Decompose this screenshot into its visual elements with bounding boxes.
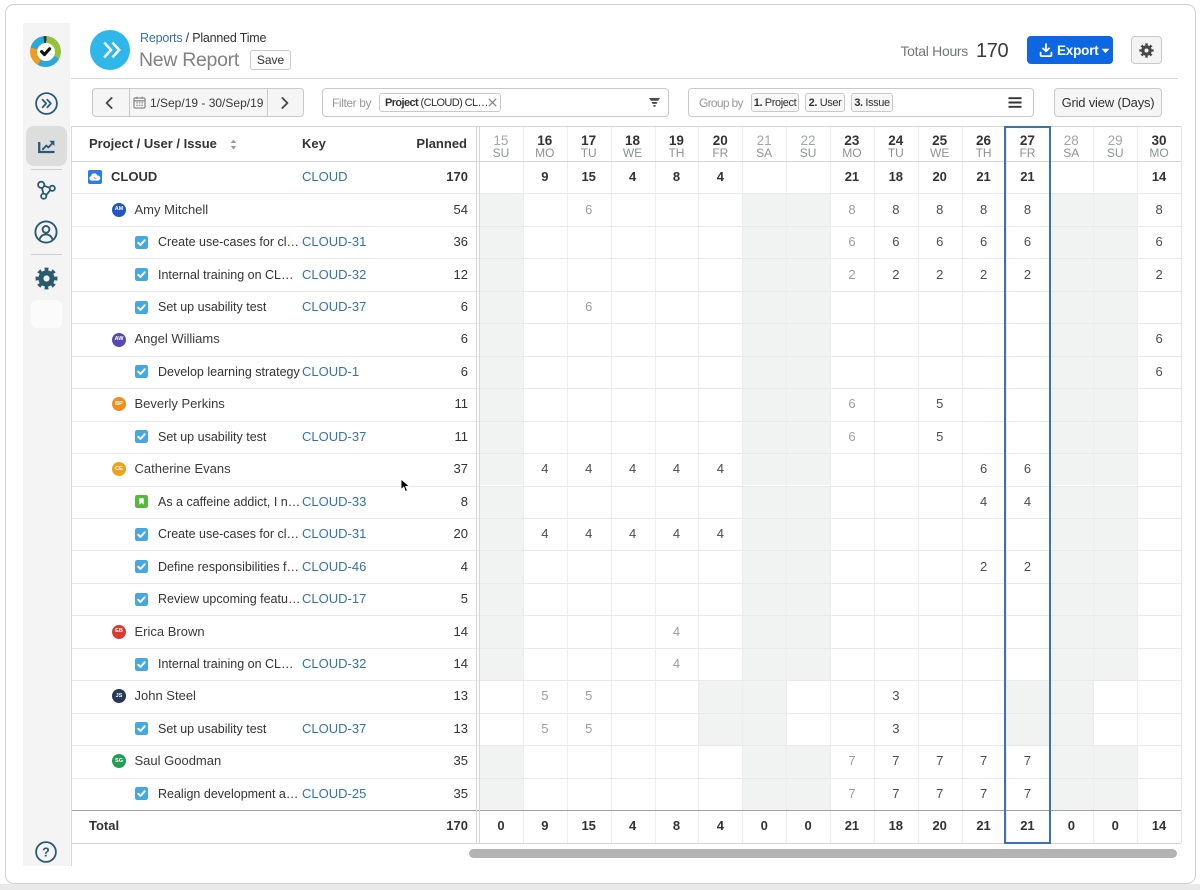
svg-text:?: ? xyxy=(42,845,50,859)
